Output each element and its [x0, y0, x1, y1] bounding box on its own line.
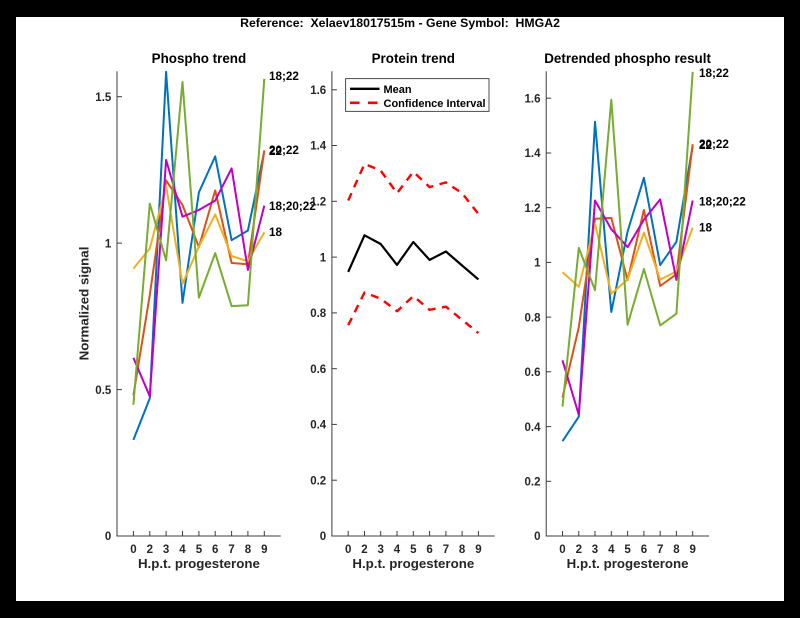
- svg-text:4: 4: [179, 544, 186, 556]
- svg-text:9: 9: [475, 544, 481, 556]
- svg-text:0.8: 0.8: [525, 312, 542, 324]
- svg-text:9: 9: [261, 544, 267, 556]
- svg-text:Reference: Xelaev18017515m -: Reference: Xelaev18017515m - Gene Symbol…: [240, 16, 560, 30]
- svg-text:0: 0: [559, 544, 565, 556]
- svg-text:0: 0: [130, 544, 136, 556]
- svg-text:0.4: 0.4: [525, 422, 542, 434]
- svg-text:Mean: Mean: [384, 84, 412, 96]
- svg-text:0.4: 0.4: [310, 420, 327, 432]
- svg-text:8: 8: [459, 544, 466, 556]
- svg-text:8: 8: [673, 544, 680, 556]
- svg-text:0.6: 0.6: [525, 367, 541, 379]
- svg-text:Normalized signal: Normalized signal: [77, 247, 92, 361]
- svg-text:1.6: 1.6: [525, 93, 541, 105]
- svg-text:18;20;22: 18;20;22: [699, 195, 746, 208]
- svg-text:7: 7: [228, 544, 234, 556]
- svg-text:9: 9: [689, 544, 695, 556]
- svg-text:Confidence Interval: Confidence Interval: [384, 98, 486, 110]
- svg-text:1.4: 1.4: [310, 141, 327, 153]
- svg-text:4: 4: [394, 544, 401, 556]
- svg-text:5: 5: [196, 544, 203, 556]
- svg-text:0.2: 0.2: [310, 475, 326, 487]
- svg-text:1.2: 1.2: [525, 203, 541, 215]
- svg-text:1: 1: [534, 258, 541, 270]
- svg-text:6: 6: [212, 544, 218, 556]
- svg-text:Detrended phospho result: Detrended phospho result: [544, 51, 711, 66]
- svg-text:2: 2: [147, 544, 153, 556]
- svg-text:H.p.t. progesterone: H.p.t. progesterone: [138, 556, 260, 571]
- svg-text:18: 18: [269, 226, 283, 239]
- svg-text:3: 3: [592, 544, 598, 556]
- svg-text:1.2: 1.2: [310, 197, 326, 209]
- svg-text:8: 8: [245, 544, 252, 556]
- svg-text:Protein trend: Protein trend: [372, 51, 455, 66]
- svg-text:H.p.t. progesterone: H.p.t. progesterone: [567, 556, 689, 571]
- svg-text:22: 22: [269, 145, 283, 158]
- svg-text:18;20;22: 18;20;22: [269, 200, 316, 213]
- svg-text:H.p.t. progesterone: H.p.t. progesterone: [352, 556, 474, 571]
- svg-text:0: 0: [345, 544, 351, 556]
- svg-text:1.5: 1.5: [95, 92, 112, 104]
- svg-text:0.8: 0.8: [310, 308, 327, 320]
- svg-text:6: 6: [426, 544, 432, 556]
- svg-text:1: 1: [320, 252, 327, 264]
- svg-text:1.4: 1.4: [525, 148, 542, 160]
- svg-text:0.5: 0.5: [95, 385, 112, 397]
- svg-text:7: 7: [443, 544, 449, 556]
- svg-text:18;22: 18;22: [699, 67, 729, 80]
- svg-text:0: 0: [105, 531, 111, 543]
- svg-text:0.6: 0.6: [310, 364, 326, 376]
- svg-text:2: 2: [361, 544, 367, 556]
- svg-text:3: 3: [163, 544, 169, 556]
- svg-text:5: 5: [410, 544, 417, 556]
- svg-text:18;22: 18;22: [269, 70, 299, 83]
- svg-text:0.2: 0.2: [525, 477, 541, 489]
- svg-text:2: 2: [576, 544, 582, 556]
- svg-text:20;22: 20;22: [699, 138, 729, 151]
- svg-text:6: 6: [641, 544, 647, 556]
- svg-text:0: 0: [320, 531, 326, 543]
- svg-text:0: 0: [534, 531, 540, 543]
- svg-text:5: 5: [624, 544, 631, 556]
- svg-text:18: 18: [699, 222, 713, 235]
- svg-text:7: 7: [657, 544, 663, 556]
- svg-text:20;22: 20;22: [269, 144, 299, 157]
- svg-text:3: 3: [377, 544, 383, 556]
- svg-text:4: 4: [608, 544, 615, 556]
- svg-text:1.6: 1.6: [310, 85, 326, 97]
- svg-text:Phospho trend: Phospho trend: [152, 51, 246, 66]
- svg-text:1: 1: [105, 238, 112, 250]
- svg-text:22: 22: [699, 139, 713, 152]
